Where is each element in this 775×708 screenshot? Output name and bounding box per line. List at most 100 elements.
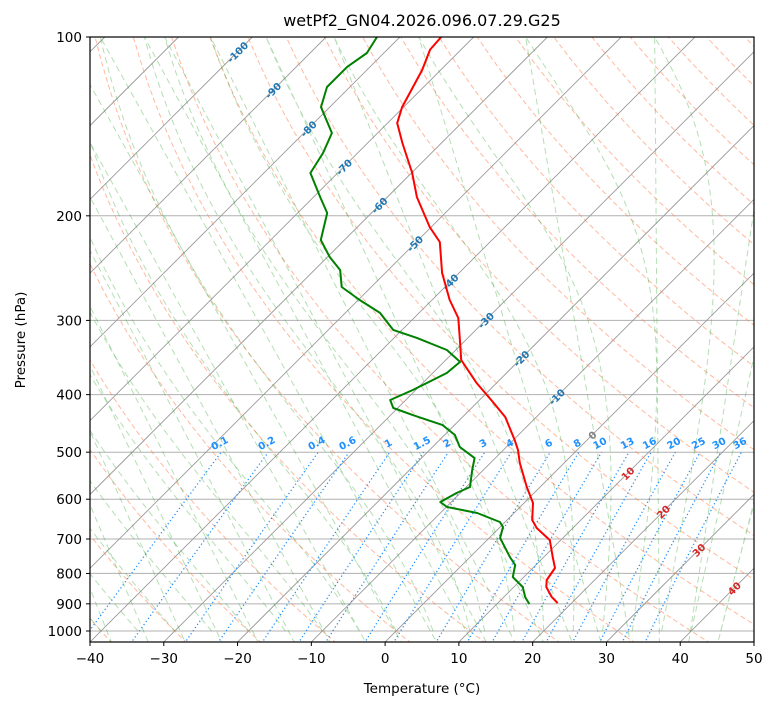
dry-adiabat-line — [132, 37, 635, 642]
isotherm-label: -10 — [547, 387, 568, 408]
moist-adiabat-line — [90, 83, 402, 642]
moist-adiabat-line — [525, 37, 658, 642]
dry-adiabats — [90, 37, 754, 642]
dry-adiabat-line — [515, 37, 754, 286]
dry-adiabat-line — [438, 37, 754, 367]
dry-adiabat-line — [553, 37, 754, 246]
mixing-ratio-label: 6 — [543, 437, 554, 450]
dry-adiabat-line — [744, 37, 754, 48]
dry-adiabat-line — [323, 37, 754, 493]
mixing-ratio-line — [572, 451, 676, 642]
isotherm-line — [458, 346, 754, 642]
moist-adiabat-line — [654, 37, 715, 642]
isotherm-line — [532, 420, 754, 642]
mixing-ratio-lines — [90, 451, 742, 642]
y-tick-label: 100 — [56, 30, 82, 46]
y-tick-label: 700 — [56, 532, 82, 548]
y-tick-label: 1000 — [48, 624, 82, 640]
mixing-ratio-label: 8 — [572, 437, 583, 450]
x-tick-label: 30 — [598, 651, 615, 667]
x-tick-label: 0 — [381, 651, 390, 667]
mixing-ratio-line — [184, 451, 319, 642]
moist-adiabat-line — [265, 37, 545, 642]
mixing-ratio-line — [435, 451, 551, 642]
x-tick-label: −10 — [297, 651, 326, 667]
mixing-ratio-label: 16 — [641, 436, 658, 452]
isotherm-label: -20 — [512, 349, 533, 370]
y-axis-label: Pressure (hPa) — [13, 292, 29, 389]
mixing-ratio-line — [521, 451, 630, 642]
dry-adiabat-line — [90, 262, 411, 642]
mixing-ratio-label: 20 — [665, 436, 682, 452]
mixing-ratio-line — [599, 451, 701, 642]
moist-adiabat-line — [688, 206, 754, 642]
dry-adiabat-line — [285, 37, 754, 537]
mixing-ratio-line — [545, 451, 652, 642]
dry-adiabat-line — [591, 37, 754, 206]
y-tick-label: 300 — [56, 313, 82, 329]
moist-adiabat-line — [90, 141, 367, 642]
mixing-ratio-label: 36 — [732, 436, 749, 452]
mixing-ratio-label: 3 — [478, 437, 489, 450]
moist-adiabat-line — [90, 195, 331, 642]
x-tick-label: 40 — [672, 651, 689, 667]
moist-adiabat-line — [418, 37, 612, 642]
isotherm-line — [90, 37, 253, 200]
pressure-gridlines — [90, 37, 754, 632]
chart-title: wetPf2_GN04.2026.096.07.29.G25 — [283, 11, 561, 31]
dry-adiabat-line — [90, 534, 187, 642]
isotherm-label: -80 — [299, 119, 320, 140]
y-tick-label: 200 — [56, 209, 82, 225]
y-axis-ticks: 100 200 300 400 500 600 700 800 900 1000 — [48, 30, 90, 640]
mixing-ratio-line — [466, 451, 580, 642]
x-tick-label: −20 — [223, 651, 252, 667]
isotherm-line — [236, 124, 754, 642]
plot-area: 0.1 0.2 0.4 0.6 1 1.5 2 3 4 6 8 10 13 16 20 25 30 36-100-… — [90, 37, 754, 642]
isotherm-line — [163, 51, 754, 642]
moist-adiabat-line — [90, 249, 295, 642]
mixing-ratio-label: 13 — [619, 436, 636, 452]
isotherm-line — [384, 272, 754, 642]
isotherm-label: 10 — [620, 466, 638, 484]
moist-adiabat-line — [143, 37, 473, 642]
moist-adiabat-line — [164, 37, 487, 642]
moist-adiabat-line — [90, 430, 186, 642]
y-tick-label: 800 — [56, 566, 82, 582]
y-tick-label: 600 — [56, 492, 82, 508]
isotherm-line — [605, 493, 754, 642]
y-tick-label: 400 — [56, 388, 82, 404]
sounding-series — [309, 37, 559, 605]
isotherm-line — [90, 37, 622, 569]
dry-adiabat-line — [476, 37, 754, 326]
dry-adiabat-line — [90, 448, 262, 642]
moist-adiabat-line — [90, 364, 223, 642]
mixing-ratio-line — [261, 451, 391, 642]
moist-adiabat-line — [90, 503, 149, 642]
dry-adiabat-line — [171, 37, 710, 642]
x-tick-label: −30 — [150, 651, 179, 667]
isotherm-line — [90, 37, 401, 348]
isotherm-line — [90, 37, 474, 422]
mixing-ratio-line — [364, 451, 486, 642]
dry-adiabat-line — [247, 37, 754, 581]
isotherm-label: -90 — [264, 81, 285, 102]
moist-adiabat-line — [210, 37, 516, 642]
dry-adiabat-line — [209, 37, 754, 625]
isotherm-lines — [90, 37, 754, 642]
dry-adiabat-line — [667, 37, 754, 126]
isotherm-label: 40 — [726, 580, 744, 598]
x-tick-label: 10 — [450, 651, 467, 667]
dry-adiabat-line — [94, 37, 561, 642]
mixing-ratio-line — [325, 451, 449, 642]
isotherm-label: -60 — [370, 196, 391, 217]
mixing-ratio-label: 4 — [504, 437, 515, 450]
isotherm-line — [753, 641, 754, 642]
dry-adiabat-line — [362, 37, 754, 451]
moist-adiabats — [90, 37, 754, 642]
mixing-ratio-label: 0.2 — [257, 435, 278, 453]
mixing-ratio-label: 2 — [442, 437, 453, 450]
dry-adiabat-line — [90, 153, 486, 642]
mixing-ratio-line — [491, 451, 603, 642]
temperature-profile-line — [396, 37, 559, 604]
isotherm-line — [90, 37, 327, 274]
